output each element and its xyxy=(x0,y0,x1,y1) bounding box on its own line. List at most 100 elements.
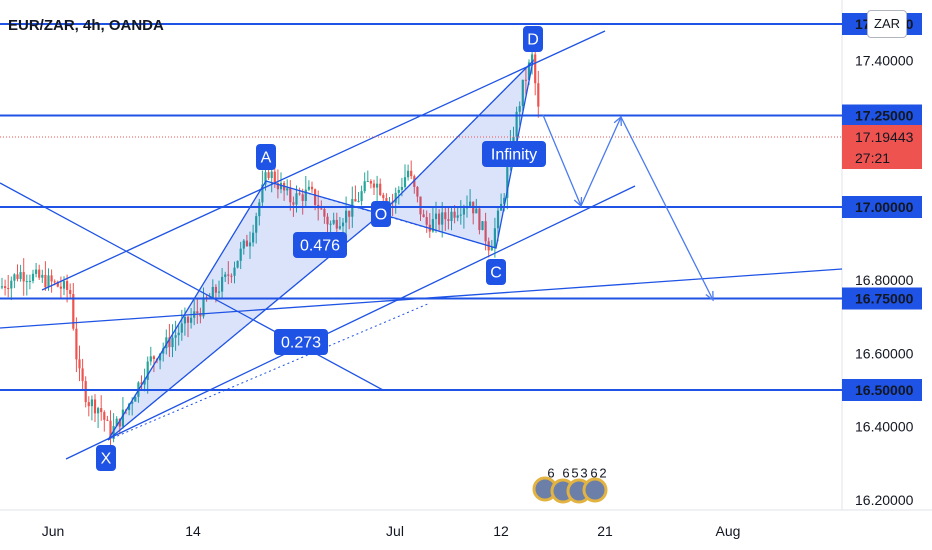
candle-body xyxy=(534,54,537,84)
candle-body xyxy=(493,228,496,248)
candle xyxy=(22,258,25,296)
candle xyxy=(481,220,484,231)
candle-body xyxy=(298,193,301,195)
candle-body xyxy=(252,232,255,243)
candle-body xyxy=(248,242,252,247)
candle xyxy=(50,269,53,293)
current-price-label: 17.19443 xyxy=(855,129,914,145)
candle-body xyxy=(221,276,224,292)
candle xyxy=(224,271,227,282)
channel-upper-line xyxy=(41,30,606,291)
watermark-digit: 6 xyxy=(590,466,597,481)
watermark-digit: 2 xyxy=(599,466,606,481)
time-axis[interactable]: Jun 14 Jul 12 21 Aug xyxy=(42,523,741,539)
candle xyxy=(81,358,84,390)
candle xyxy=(183,307,186,336)
candle-body xyxy=(56,281,59,287)
candle xyxy=(258,198,261,226)
candle xyxy=(13,273,16,289)
candle xyxy=(450,206,453,231)
candle xyxy=(248,231,252,259)
candle-body xyxy=(382,194,385,199)
horizontal-levels[interactable] xyxy=(0,23,842,391)
candle-body xyxy=(496,210,500,229)
candle-body xyxy=(484,221,487,242)
candle-body xyxy=(338,226,341,229)
watermark-digit: 6 xyxy=(562,466,569,481)
candle xyxy=(403,164,407,189)
price-axis[interactable]: 17.40000 16.80000 16.60000 16.40000 16.20000… xyxy=(842,13,922,508)
point-d-label-bg xyxy=(523,26,543,52)
candle-body xyxy=(438,213,441,225)
candle xyxy=(106,415,109,422)
candle xyxy=(0,277,4,290)
candle xyxy=(459,200,462,225)
candle-body xyxy=(233,267,236,276)
candle-body xyxy=(469,201,472,207)
trend-lines[interactable] xyxy=(0,30,843,460)
candle-body xyxy=(524,79,527,81)
candle xyxy=(422,209,425,218)
candle-body xyxy=(214,286,217,293)
candle-body xyxy=(419,196,422,215)
candle xyxy=(298,187,301,196)
candle-body xyxy=(224,274,227,277)
candle-body xyxy=(186,316,190,323)
candle-body xyxy=(320,208,323,210)
candle-body xyxy=(450,211,453,221)
ratio-bcd-label: Infinity xyxy=(491,147,537,164)
candle xyxy=(75,317,78,373)
candle-body xyxy=(267,172,270,179)
candle-body xyxy=(4,286,7,289)
candle-body xyxy=(447,219,450,221)
candle xyxy=(478,205,481,235)
level-price-badge xyxy=(842,104,922,127)
candle xyxy=(332,212,335,226)
candle-body xyxy=(416,186,419,197)
candle-body xyxy=(276,183,279,190)
candle xyxy=(537,70,540,118)
candle-body xyxy=(62,281,66,289)
candle-body xyxy=(431,219,434,232)
candle-body xyxy=(537,83,540,107)
candle xyxy=(159,353,162,370)
candle xyxy=(289,180,292,211)
level-price-badge xyxy=(842,196,922,218)
candle-body xyxy=(512,136,515,144)
time-tick-label: 14 xyxy=(185,523,201,539)
candle-body xyxy=(47,275,50,288)
candle xyxy=(456,207,459,222)
candle xyxy=(59,276,62,299)
level-price-label: 17.25000 xyxy=(855,108,914,124)
candle xyxy=(162,342,165,362)
candle-body xyxy=(410,170,413,177)
watermark-digit: 5 xyxy=(571,466,578,481)
candle-body xyxy=(87,402,90,407)
candle xyxy=(84,376,87,408)
point-a-label-bg xyxy=(256,144,276,170)
candle xyxy=(140,375,143,391)
candle-body xyxy=(38,269,41,278)
candle-body xyxy=(354,199,357,202)
candle-body xyxy=(453,211,456,218)
candle xyxy=(453,205,456,224)
candle-body xyxy=(171,337,174,348)
currency-button[interactable]: ZAR xyxy=(867,10,907,38)
chart-grid xyxy=(0,0,932,511)
time-tick-label: 21 xyxy=(597,523,613,539)
candle-body xyxy=(242,240,245,249)
candle-body xyxy=(329,223,332,225)
candle-body xyxy=(236,260,239,268)
price-tick-label: 16.20000 xyxy=(855,492,914,508)
candle-body xyxy=(168,337,171,348)
candle xyxy=(357,191,360,203)
projection-path[interactable] xyxy=(542,114,714,302)
candle-body xyxy=(326,216,329,225)
candle-body xyxy=(348,210,351,217)
candle-body xyxy=(239,248,242,261)
candle xyxy=(372,179,376,195)
candle xyxy=(493,217,496,258)
candle-body xyxy=(7,288,10,290)
candle xyxy=(462,204,465,229)
